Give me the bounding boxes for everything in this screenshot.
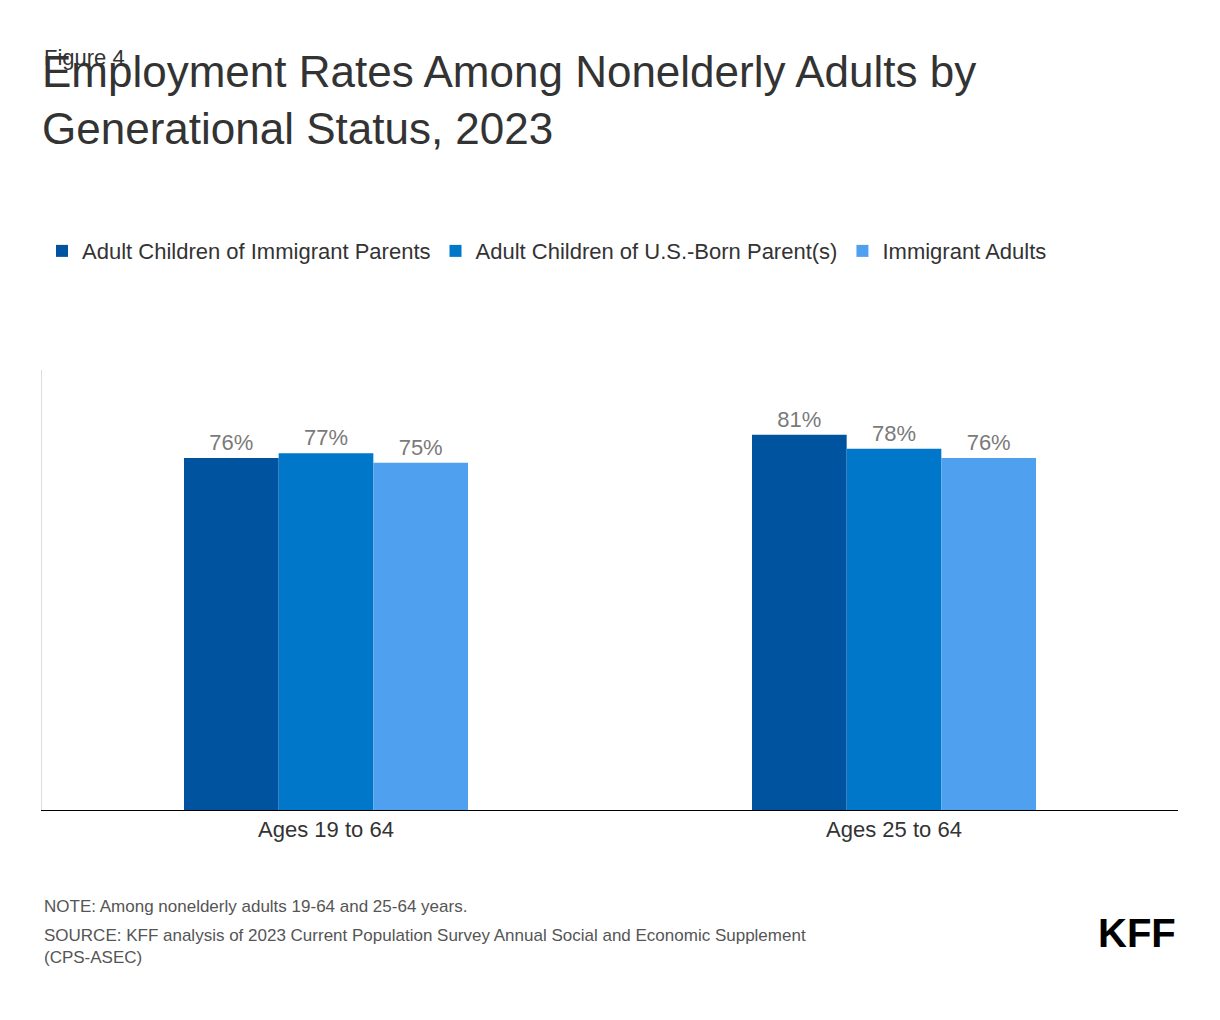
svg-text:81%: 81%: [777, 407, 821, 432]
svg-text:Adult Children of U.S.-Born Pa: Adult Children of U.S.-Born Parent(s): [476, 239, 838, 264]
svg-text:76%: 76%: [967, 430, 1011, 455]
svg-text:Employment Rates Among Nonelde: Employment Rates Among Nonelderly Adults…: [42, 47, 976, 153]
svg-text:Immigrant Adults: Immigrant Adults: [882, 239, 1046, 264]
svg-text:77%: 77%: [304, 425, 348, 450]
svg-text:76%: 76%: [209, 430, 253, 455]
svg-text:KFF: KFF: [1098, 911, 1176, 955]
svg-text:75%: 75%: [399, 435, 443, 460]
svg-text:Figure 4: Figure 4: [44, 45, 125, 70]
svg-text:Ages 19 to 64: Ages 19 to 64: [258, 817, 394, 842]
svg-text:Ages 25 to 64: Ages 25 to 64: [826, 817, 962, 842]
svg-text:78%: 78%: [872, 421, 916, 446]
svg-text:NOTE: Among nonelderly adults: NOTE: Among nonelderly adults 19-64 and …: [44, 897, 467, 916]
svg-text:Adult Children of Immigrant Pa: Adult Children of Immigrant Parents: [82, 239, 431, 264]
svg-text:SOURCE: KFF analysis of 2023 C: SOURCE: KFF analysis of 2023 Current Pop…: [44, 926, 806, 967]
